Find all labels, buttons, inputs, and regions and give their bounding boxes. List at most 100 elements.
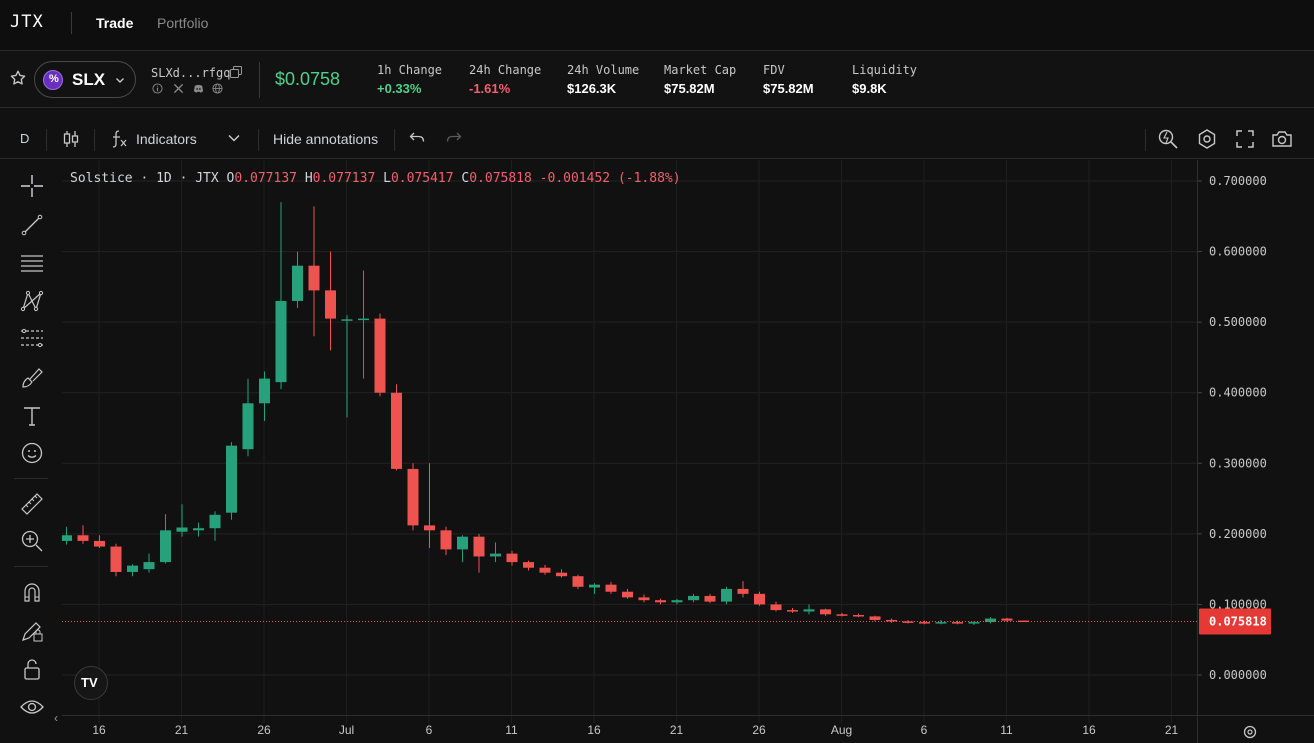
copy-icon[interactable] bbox=[230, 66, 242, 78]
candle-body bbox=[407, 468, 419, 526]
chevron-down-icon[interactable] bbox=[228, 133, 240, 143]
legend-low-label: L bbox=[383, 171, 391, 186]
candle-body bbox=[341, 319, 353, 321]
chevron-down-icon bbox=[116, 78, 124, 83]
candle-body bbox=[589, 584, 600, 588]
candle-body bbox=[176, 527, 188, 532]
candle-body bbox=[275, 300, 287, 383]
app-logo[interactable]: JTX bbox=[10, 12, 44, 32]
camera-icon[interactable] bbox=[1271, 128, 1293, 150]
horizontal-lines-icon[interactable] bbox=[20, 251, 44, 275]
candle-body bbox=[556, 572, 567, 577]
candle-body bbox=[721, 588, 732, 602]
magnet-icon[interactable] bbox=[20, 580, 44, 604]
stat-value-fdv: $75.82M bbox=[763, 81, 814, 96]
redo-icon[interactable] bbox=[446, 131, 462, 145]
tool-separator bbox=[14, 566, 48, 567]
candle-body bbox=[886, 619, 897, 622]
top-nav: JTX Trade Portfolio bbox=[0, 0, 1314, 51]
crosshair-icon[interactable] bbox=[20, 174, 44, 198]
undo-icon[interactable] bbox=[409, 131, 425, 145]
interval-button[interactable]: D bbox=[20, 131, 30, 146]
legend-open-label: O bbox=[226, 171, 235, 186]
candle-body bbox=[110, 546, 122, 572]
nav-divider bbox=[71, 12, 72, 34]
zoom-in-icon[interactable] bbox=[20, 529, 44, 553]
candle-body bbox=[671, 600, 683, 603]
candle-body bbox=[440, 530, 452, 550]
candle-body bbox=[985, 618, 996, 623]
legend-open-value: 0.077137 bbox=[234, 171, 297, 186]
pattern-icon[interactable] bbox=[20, 289, 44, 313]
candle-body bbox=[94, 540, 105, 547]
candle-body bbox=[259, 378, 270, 404]
favorite-star-icon[interactable] bbox=[9, 69, 27, 87]
trendline-icon[interactable] bbox=[20, 213, 44, 237]
y-tick-label: 0.000000 bbox=[1209, 668, 1267, 682]
info-icon[interactable] bbox=[152, 83, 163, 94]
tradingview-logo[interactable]: TV bbox=[74, 666, 108, 700]
hide-annotations-button[interactable]: Hide annotations bbox=[273, 131, 379, 147]
candle-body bbox=[77, 535, 89, 541]
toolbar-separator bbox=[394, 129, 395, 151]
axis-settings-hub bbox=[1247, 729, 1253, 735]
stat-label-liquidity: Liquidity bbox=[852, 63, 918, 77]
globe-icon[interactable] bbox=[212, 83, 223, 94]
x-tick-label: Aug bbox=[831, 723, 852, 737]
x-tick-label: 6 bbox=[921, 723, 928, 737]
nav-portfolio-link[interactable]: Portfolio bbox=[157, 15, 209, 31]
candle-body bbox=[737, 588, 749, 594]
collapse-toolbar-icon[interactable]: ‹ bbox=[54, 711, 58, 725]
lock-drawing-icon[interactable] bbox=[20, 619, 44, 643]
y-tick-label: 0.300000 bbox=[1209, 456, 1267, 470]
x-tick-label: 21 bbox=[1165, 723, 1179, 737]
fullscreen-icon[interactable] bbox=[1234, 128, 1256, 150]
chart-toolbar: D Indicators Hide annotations bbox=[0, 109, 1314, 159]
nav-trade-link[interactable]: Trade bbox=[96, 15, 134, 31]
discord-icon[interactable] bbox=[193, 83, 204, 94]
candle-body bbox=[935, 622, 947, 624]
candle-body bbox=[1018, 620, 1029, 623]
token-selector[interactable]: % SLX bbox=[34, 61, 136, 98]
stat-value-1h-change: +0.33% bbox=[377, 81, 422, 96]
candle-body bbox=[919, 622, 930, 624]
legend-close-label: C bbox=[461, 171, 470, 186]
candle-body bbox=[193, 528, 204, 531]
candle-body bbox=[242, 403, 254, 450]
y-tick-label: 0.200000 bbox=[1209, 527, 1267, 541]
x-tick-label: 21 bbox=[670, 723, 684, 737]
fib-icon[interactable] bbox=[20, 327, 44, 351]
candle-body bbox=[62, 535, 72, 541]
candles-icon[interactable] bbox=[62, 129, 80, 149]
candle-body bbox=[490, 553, 501, 557]
x-icon[interactable] bbox=[173, 83, 184, 94]
emoji-icon[interactable] bbox=[20, 441, 44, 465]
candle-body bbox=[523, 562, 534, 568]
text-icon[interactable] bbox=[20, 404, 44, 428]
indicators-button[interactable]: Indicators bbox=[136, 131, 197, 147]
settings-icon[interactable] bbox=[1196, 128, 1218, 150]
fx-icon[interactable] bbox=[110, 128, 128, 148]
price-chart[interactable]: 0.700000 0.600000 0.500000 0.400000 0.300000… bbox=[54, 160, 1314, 743]
axis-settings-ring bbox=[1243, 725, 1257, 739]
candle-body bbox=[358, 318, 369, 321]
candle-body bbox=[853, 615, 864, 617]
candle-body bbox=[605, 584, 617, 592]
candle-body bbox=[391, 392, 402, 469]
ruler-icon[interactable] bbox=[20, 492, 44, 516]
last-price-tag bbox=[1199, 608, 1271, 635]
x-tick-label: 16 bbox=[1082, 723, 1096, 737]
legend-low-value: 0.075417 bbox=[390, 171, 454, 186]
lock-icon[interactable] bbox=[20, 657, 44, 681]
x-tick-label: 6 bbox=[426, 723, 433, 737]
stat-label-24h-volume: 24h Volume bbox=[567, 63, 640, 77]
candle-body bbox=[754, 593, 765, 605]
stat-value-24h-volume: $126.3K bbox=[567, 81, 617, 96]
legend-high-value: 0.077137 bbox=[312, 171, 376, 186]
brush-icon[interactable] bbox=[20, 366, 44, 390]
eye-icon[interactable] bbox=[20, 695, 44, 719]
chart-canvas[interactable]: 0.700000 0.600000 0.500000 0.400000 0.300000… bbox=[62, 160, 1314, 743]
candle-body bbox=[1001, 618, 1013, 621]
quick-search-icon[interactable] bbox=[1157, 128, 1179, 150]
chart-legend: Solstice · 1D · JTX O0.077137 H0.077137 … bbox=[70, 171, 681, 186]
